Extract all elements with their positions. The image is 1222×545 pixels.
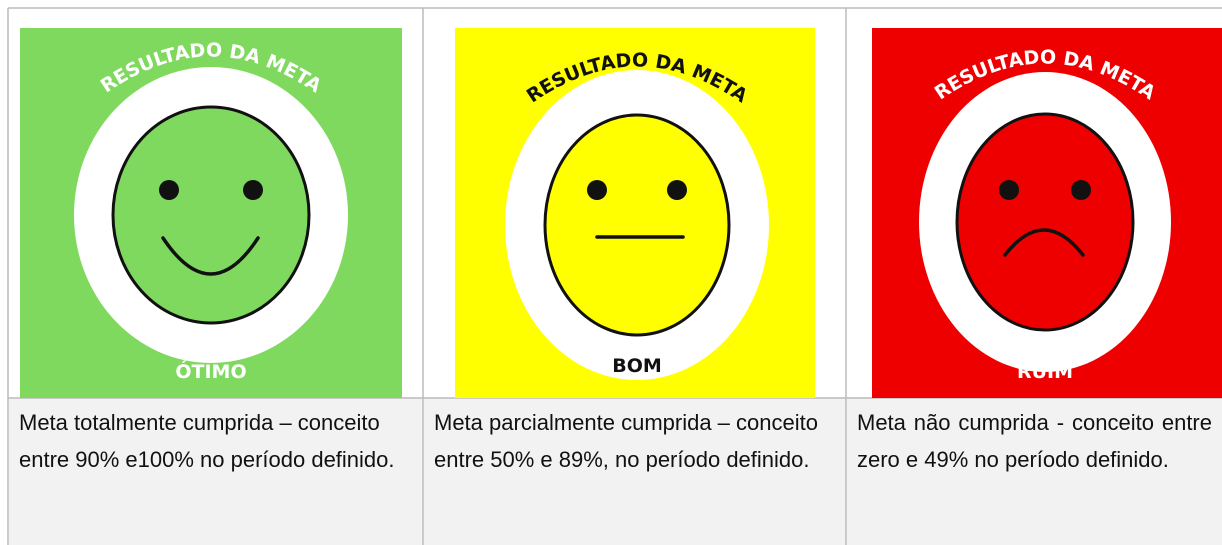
eye <box>587 180 607 200</box>
mouth <box>1003 228 1085 257</box>
label: ÓTIMO <box>175 359 246 383</box>
eye <box>999 180 1019 200</box>
mouth <box>161 236 260 276</box>
eye <box>1071 180 1091 200</box>
eye <box>159 180 179 200</box>
description: Meta totalmente cumprida – conceito entr… <box>9 398 423 545</box>
eye <box>243 180 263 200</box>
label: RUIM <box>1017 361 1073 383</box>
face <box>955 112 1135 332</box>
description: Meta parcialmente cumprida – conceito en… <box>424 398 846 545</box>
label: BOM <box>612 355 662 377</box>
description: Meta não cumprida - conceito entre zero … <box>847 398 1222 545</box>
face <box>111 105 311 325</box>
face <box>543 113 731 337</box>
eye <box>667 180 687 200</box>
